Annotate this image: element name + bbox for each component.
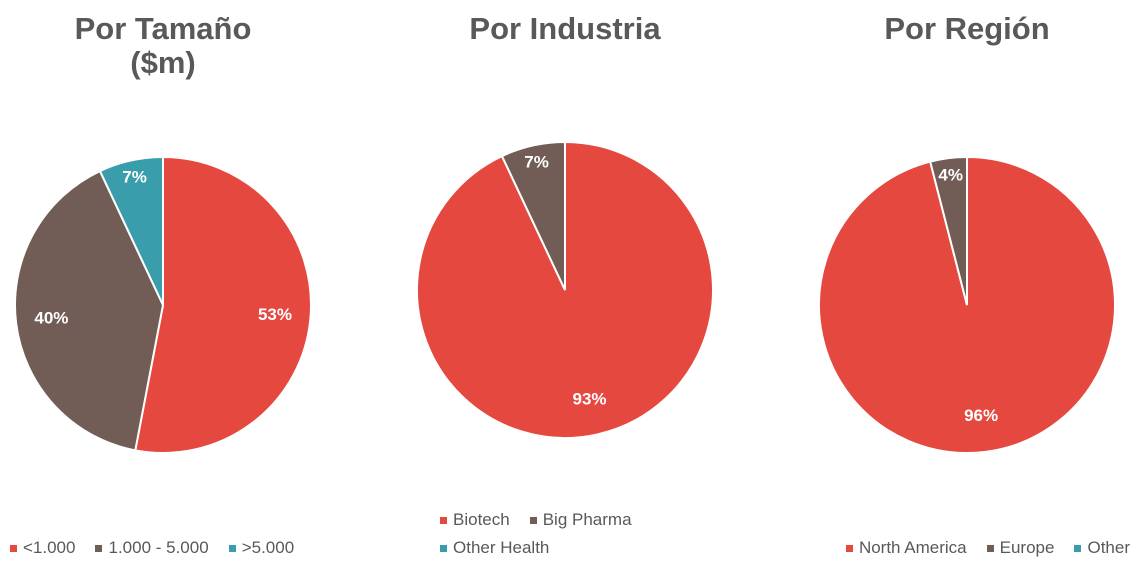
legend-label: Other	[1087, 538, 1130, 557]
legend-label: Biotech	[453, 510, 510, 529]
legend-item: Big Pharma	[529, 510, 632, 530]
chart-title: Por Región	[884, 11, 1050, 46]
data-label: 93%	[573, 389, 607, 408]
legend-swatch	[440, 516, 447, 524]
legend-swatch	[845, 544, 853, 552]
chart-title: Por Tamaño ($m)	[74, 11, 252, 80]
legend-label: 1.000 - 5.000	[108, 538, 209, 557]
legend-label: Other Health	[453, 538, 550, 557]
legend-swatch	[228, 544, 236, 552]
legend-item: Other	[1074, 538, 1130, 558]
legend-label: Europe	[999, 538, 1055, 557]
legend-swatch	[10, 544, 17, 552]
chart-title: Por Industria	[469, 11, 661, 46]
legend-item: <1.000	[10, 538, 75, 558]
data-label: 96%	[964, 406, 998, 425]
legend-item: Europe	[986, 538, 1055, 558]
legend: <1.000 1.000 - 5.000 >5.000	[10, 538, 350, 558]
legend-swatch	[1074, 544, 1082, 552]
legend-swatch	[440, 544, 447, 552]
legend-label: >5.000	[241, 538, 295, 557]
data-label: 7%	[524, 152, 549, 171]
data-label: 40%	[34, 309, 68, 328]
legend: Biotech Big Pharma Other Health	[440, 510, 720, 558]
data-label: 4%	[938, 165, 963, 184]
legend-label: <1.000	[23, 538, 76, 557]
legend-item: Other Health	[440, 538, 549, 558]
pie-slice	[500, 140, 566, 291]
pie-slice	[14, 169, 165, 452]
legend-swatch	[986, 544, 994, 552]
legend-item: Biotech	[440, 510, 510, 530]
legend-swatch	[529, 516, 537, 524]
legend-label: Big Pharma	[542, 510, 632, 529]
data-label: 7%	[122, 167, 147, 186]
data-label: 53%	[258, 305, 292, 324]
legend-swatch	[95, 544, 103, 552]
legend-label: North America	[858, 538, 967, 557]
pie-slice	[98, 155, 164, 306]
legend-item: >5.000	[228, 538, 295, 558]
legend: North America Europe Other	[790, 538, 1130, 558]
pie-slice	[928, 155, 968, 306]
pie-slice	[134, 155, 312, 454]
legend-item: North America	[845, 538, 967, 558]
legend-item: 1.000 - 5.000	[95, 538, 209, 558]
